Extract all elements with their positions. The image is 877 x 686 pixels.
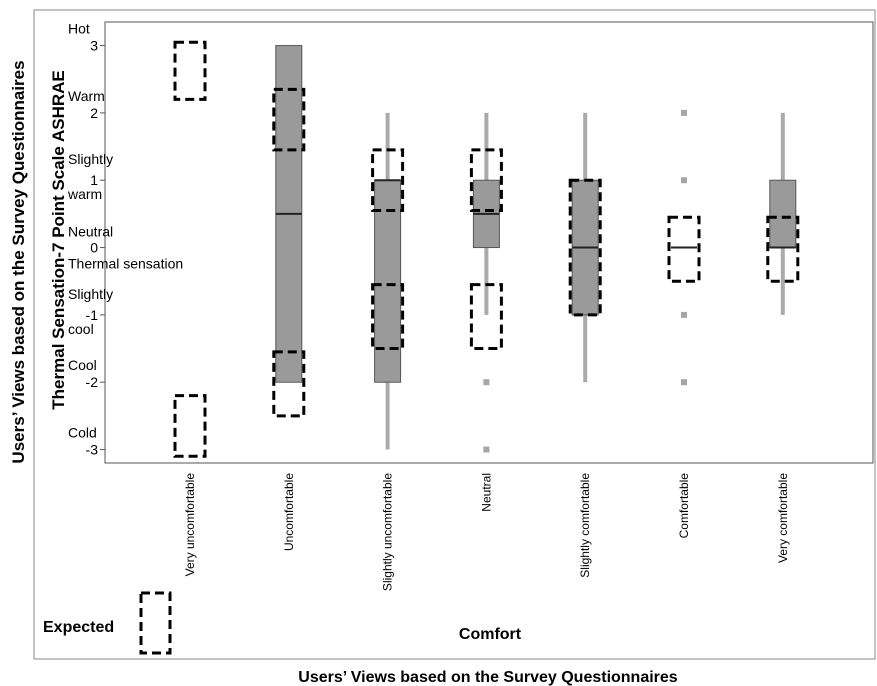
- expected-very-uncomfortable: [173, 394, 207, 458]
- y-tick-label: 2: [90, 105, 98, 121]
- expected-slightly-comfortable: [568, 178, 602, 317]
- y-tick-label: 3: [90, 38, 98, 54]
- box-group: [275, 45, 797, 453]
- y-tick-label: -1: [86, 307, 99, 323]
- scale-label-cool: cool: [68, 321, 94, 337]
- outer-frame: [33, 9, 876, 660]
- y-axis-title: Thermal Sensation-7 Point Scale ASHRAE: [49, 70, 68, 409]
- expected-neutral: [469, 283, 503, 351]
- box-very-comfortable: [769, 179, 797, 249]
- outer-x-axis-title: Users’ Views based on the Survey Questio…: [298, 669, 678, 686]
- x-tick-slightly-uncomfortable: Slightly uncomfortable: [381, 473, 395, 591]
- scale-label-cool: Cool: [68, 357, 97, 373]
- scale-label-warm: warm: [67, 186, 102, 202]
- x-axis-title: Comfort: [459, 626, 522, 643]
- x-tick-very-comfortable: Very comfortable: [776, 473, 790, 563]
- outlier-neutral: [483, 379, 490, 386]
- plot-area: [104, 21, 874, 464]
- expected-very-uncomfortable: [173, 40, 207, 101]
- y-tick-label: -3: [86, 442, 99, 458]
- scale-label-slightly: Slightly: [68, 286, 113, 302]
- y-tick-label: 1: [90, 172, 98, 188]
- y-axis-ticks: 3 2 1 0 -1 -2 -3: [86, 38, 105, 458]
- expected-comfortable: [667, 215, 701, 283]
- outlier-comfortable: [681, 311, 687, 318]
- outlier-comfortable: [681, 177, 687, 184]
- x-tick-neutral: Neutral: [479, 473, 493, 512]
- x-tick-comfortable: Comfortable: [677, 473, 691, 539]
- y-tick-label: 0: [90, 240, 98, 256]
- thermal-scale-labels: Hot Warm Slightly warm Neutral Thermal sensat…: [67, 21, 183, 441]
- x-tick-slightly-comfortable: Slightly comfortable: [578, 473, 592, 578]
- scale-label-cold: Cold: [68, 425, 97, 441]
- legend-expected-label: Expected: [43, 619, 114, 636]
- scale-label-hot: Hot: [68, 21, 90, 37]
- expected-uncomfortable: [272, 350, 306, 418]
- x-tick-uncomfortable: Uncomfortable: [282, 473, 296, 551]
- expected-slightly-uncomfortable: [371, 148, 405, 213]
- legend: Expected: [43, 591, 172, 655]
- expected-group: [173, 40, 800, 458]
- outlier-neutral: [483, 446, 490, 453]
- scale-label-neutral: Neutral: [68, 224, 113, 240]
- expected-very-comfortable: [766, 215, 800, 283]
- scale-label-slightly: Slightly: [68, 151, 113, 167]
- x-tick-very-uncomfortable: Very uncomfortable: [183, 473, 197, 577]
- expected-neutral: [469, 148, 503, 213]
- scale-label-thermal-sensation: Thermal sensation: [68, 256, 183, 272]
- legend-expected-swatch: [139, 591, 172, 655]
- outlier-comfortable: [681, 109, 687, 116]
- y-tick-label: -2: [86, 374, 99, 390]
- expected-uncomfortable: [272, 87, 306, 152]
- outlier-comfortable: [681, 379, 687, 386]
- x-axis-tick-labels: Very uncomfortable Uncomfortable Slightly …: [183, 473, 790, 591]
- outer-y-axis-title: Users’ Views based on the Survey Questio…: [9, 60, 28, 463]
- scale-label-warm: Warm: [68, 88, 105, 104]
- expected-slightly-uncomfortable: [371, 283, 405, 351]
